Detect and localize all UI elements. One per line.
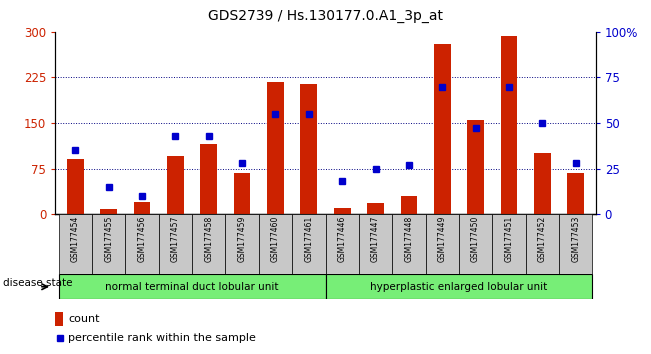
Bar xyxy=(92,214,126,274)
Text: GSM177458: GSM177458 xyxy=(204,216,214,262)
Bar xyxy=(126,214,159,274)
Text: GDS2739 / Hs.130177.0.A1_3p_at: GDS2739 / Hs.130177.0.A1_3p_at xyxy=(208,9,443,23)
Text: GSM177450: GSM177450 xyxy=(471,216,480,262)
Bar xyxy=(133,202,150,214)
Bar xyxy=(100,209,117,214)
Text: GSM177459: GSM177459 xyxy=(238,216,247,262)
Bar xyxy=(459,214,492,274)
Text: normal terminal duct lobular unit: normal terminal duct lobular unit xyxy=(105,282,279,292)
Text: GSM177449: GSM177449 xyxy=(437,216,447,262)
Bar xyxy=(559,214,592,274)
Bar xyxy=(67,159,84,214)
Bar xyxy=(492,214,525,274)
Bar xyxy=(359,214,392,274)
Bar xyxy=(59,214,92,274)
Bar xyxy=(167,156,184,214)
Text: GSM177454: GSM177454 xyxy=(71,216,80,262)
Bar xyxy=(392,214,426,274)
Bar xyxy=(334,208,350,214)
Bar xyxy=(159,214,192,274)
Bar xyxy=(267,82,284,214)
Bar xyxy=(501,36,518,214)
Text: GSM177453: GSM177453 xyxy=(571,216,580,262)
Text: GSM177446: GSM177446 xyxy=(338,216,347,262)
Bar xyxy=(326,274,592,299)
Text: GSM177452: GSM177452 xyxy=(538,216,547,262)
Bar xyxy=(467,120,484,214)
Text: count: count xyxy=(68,314,100,324)
Bar xyxy=(434,44,450,214)
Text: GSM177455: GSM177455 xyxy=(104,216,113,262)
Bar xyxy=(426,214,459,274)
Text: GSM177457: GSM177457 xyxy=(171,216,180,262)
Bar xyxy=(367,203,384,214)
Bar xyxy=(292,214,326,274)
Bar xyxy=(525,214,559,274)
Text: GSM177451: GSM177451 xyxy=(505,216,514,262)
Bar xyxy=(59,274,326,299)
Text: GSM177461: GSM177461 xyxy=(304,216,313,262)
Bar xyxy=(534,153,551,214)
Bar xyxy=(55,312,64,326)
Bar xyxy=(567,173,584,214)
Bar xyxy=(192,214,225,274)
Text: GSM177447: GSM177447 xyxy=(371,216,380,262)
Bar xyxy=(225,214,259,274)
Bar xyxy=(201,144,217,214)
Bar xyxy=(259,214,292,274)
Bar xyxy=(400,196,417,214)
Bar xyxy=(326,214,359,274)
Text: percentile rank within the sample: percentile rank within the sample xyxy=(68,333,256,343)
Text: GSM177456: GSM177456 xyxy=(137,216,146,262)
Text: GSM177448: GSM177448 xyxy=(404,216,413,262)
Bar xyxy=(301,84,317,214)
Bar xyxy=(234,173,251,214)
Text: disease state: disease state xyxy=(3,278,73,288)
Text: GSM177460: GSM177460 xyxy=(271,216,280,262)
Text: hyperplastic enlarged lobular unit: hyperplastic enlarged lobular unit xyxy=(370,282,547,292)
